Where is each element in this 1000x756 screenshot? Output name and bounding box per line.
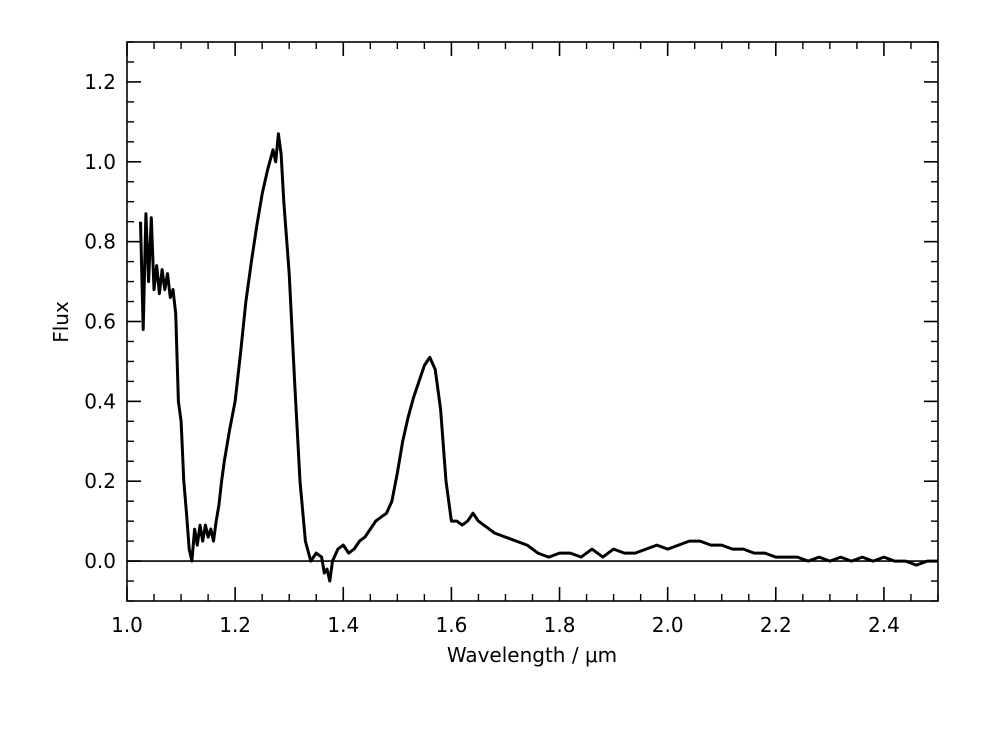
x-tick-label: 2.0 [652, 613, 684, 637]
x-tick-label: 1.0 [111, 613, 143, 637]
spectrum-line [139, 132, 938, 583]
y-tick-label: 0.0 [84, 549, 116, 573]
x-tick-label: 1.4 [327, 613, 359, 637]
y-tick-labels: 0.0 0.2 0.4 0.6 0.8 1.0 1.2 [84, 70, 116, 573]
x-tick-label: 1.2 [219, 613, 251, 637]
plot-frame [126, 41, 939, 602]
y-tick-label: 0.4 [84, 389, 116, 413]
axis-ticks [126, 41, 939, 602]
x-tick-labels: 1.0 1.2 1.4 1.6 1.8 2.0 2.2 2.4 [111, 613, 900, 637]
x-axis-label: Wavelength / μm [447, 643, 617, 667]
x-tick-label: 1.8 [544, 613, 576, 637]
x-tick-label: 2.2 [760, 613, 792, 637]
x-tick-label: 2.4 [868, 613, 900, 637]
y-tick-label: 0.2 [84, 469, 116, 493]
y-tick-label: 0.8 [84, 230, 116, 254]
y-tick-label: 0.6 [84, 310, 116, 334]
y-tick-label: 1.0 [84, 150, 116, 174]
y-tick-label: 1.2 [84, 70, 116, 94]
x-tick-label: 1.6 [435, 613, 467, 637]
y-axis-label: Flux [49, 301, 73, 343]
